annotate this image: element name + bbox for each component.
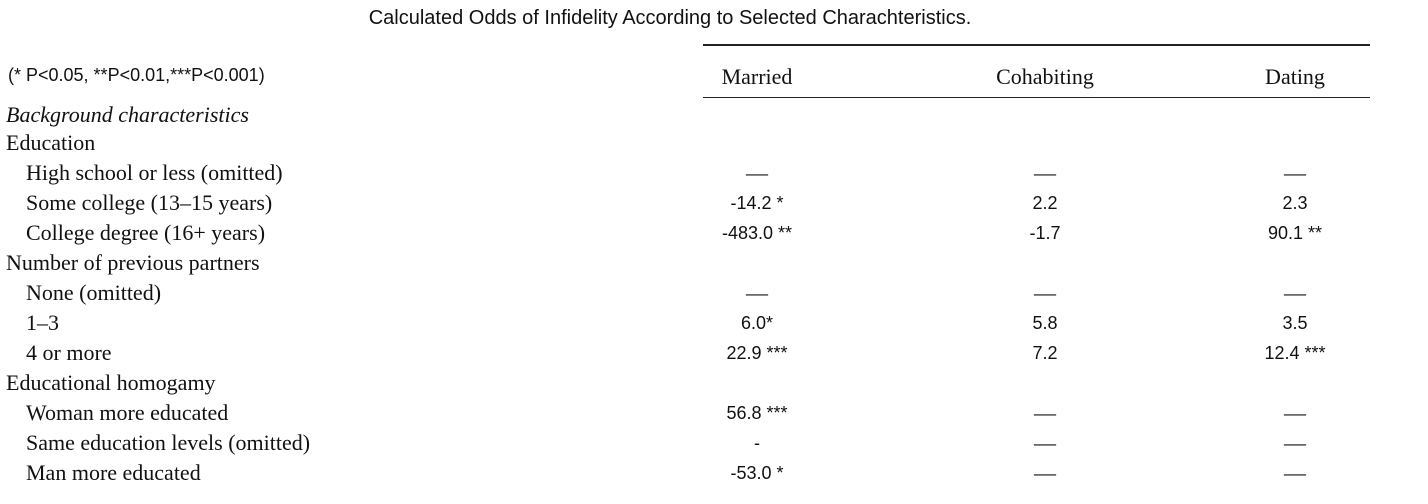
cell: -483.0 **	[721, 223, 793, 243]
cell: 2.2	[1032, 193, 1058, 213]
row-label: None (omitted)	[26, 280, 162, 305]
cell: —	[746, 280, 768, 305]
cell: —	[1034, 160, 1056, 185]
row-label: Woman more educated	[26, 400, 229, 425]
row-label: 4 or more	[26, 340, 112, 365]
column-header: Married	[721, 64, 793, 89]
cell: —	[1034, 400, 1056, 425]
cell: 5.8	[1032, 313, 1058, 333]
row-label: Some college (13–15 years)	[26, 190, 273, 215]
column-header: Cohabiting	[996, 64, 1094, 89]
row-label: Same education levels (omitted)	[26, 430, 311, 455]
cell: —	[1034, 280, 1056, 305]
row-label: College degree (16+ years)	[26, 220, 266, 245]
row-label: 1–3	[26, 310, 59, 335]
group-heading: Educational homogamy	[6, 370, 216, 395]
row-label: High school or less (omitted)	[26, 160, 283, 185]
cell: -	[754, 433, 760, 453]
cell: —	[1034, 460, 1056, 485]
cell: -53.0 *	[730, 463, 784, 483]
cell: 3.5	[1282, 313, 1308, 333]
cell: -14.2 *	[730, 193, 784, 213]
row-label: Man more educated	[26, 460, 201, 485]
cell: —	[1284, 400, 1306, 425]
cell: 7.2	[1032, 343, 1058, 363]
cell: 6.0*	[740, 313, 774, 333]
group-heading: Number of previous partners	[6, 250, 260, 275]
section-heading: Background characteristics	[6, 102, 249, 127]
group-heading: Education	[6, 130, 96, 155]
cell: —	[1284, 160, 1306, 185]
title: Calculated Odds of Infidelity According …	[368, 7, 972, 29]
top-rule	[703, 44, 1370, 46]
cell: 90.1 **	[1267, 223, 1323, 243]
cell: —	[1284, 280, 1306, 305]
header-rule	[703, 97, 1370, 98]
cell: —	[1284, 460, 1306, 485]
cell: 12.4 ***	[1264, 343, 1326, 363]
cell: -1.7	[1029, 223, 1061, 243]
column-header: Dating	[1265, 64, 1325, 89]
cell: —	[1034, 430, 1056, 455]
cell: 56.8 ***	[726, 403, 788, 423]
cell: —	[1284, 430, 1306, 455]
note: (* P<0.05, **P<0.01,***P<0.001)	[8, 65, 265, 85]
cell: —	[746, 160, 768, 185]
cell: 22.9 ***	[726, 343, 788, 363]
cell: 2.3	[1282, 193, 1308, 213]
